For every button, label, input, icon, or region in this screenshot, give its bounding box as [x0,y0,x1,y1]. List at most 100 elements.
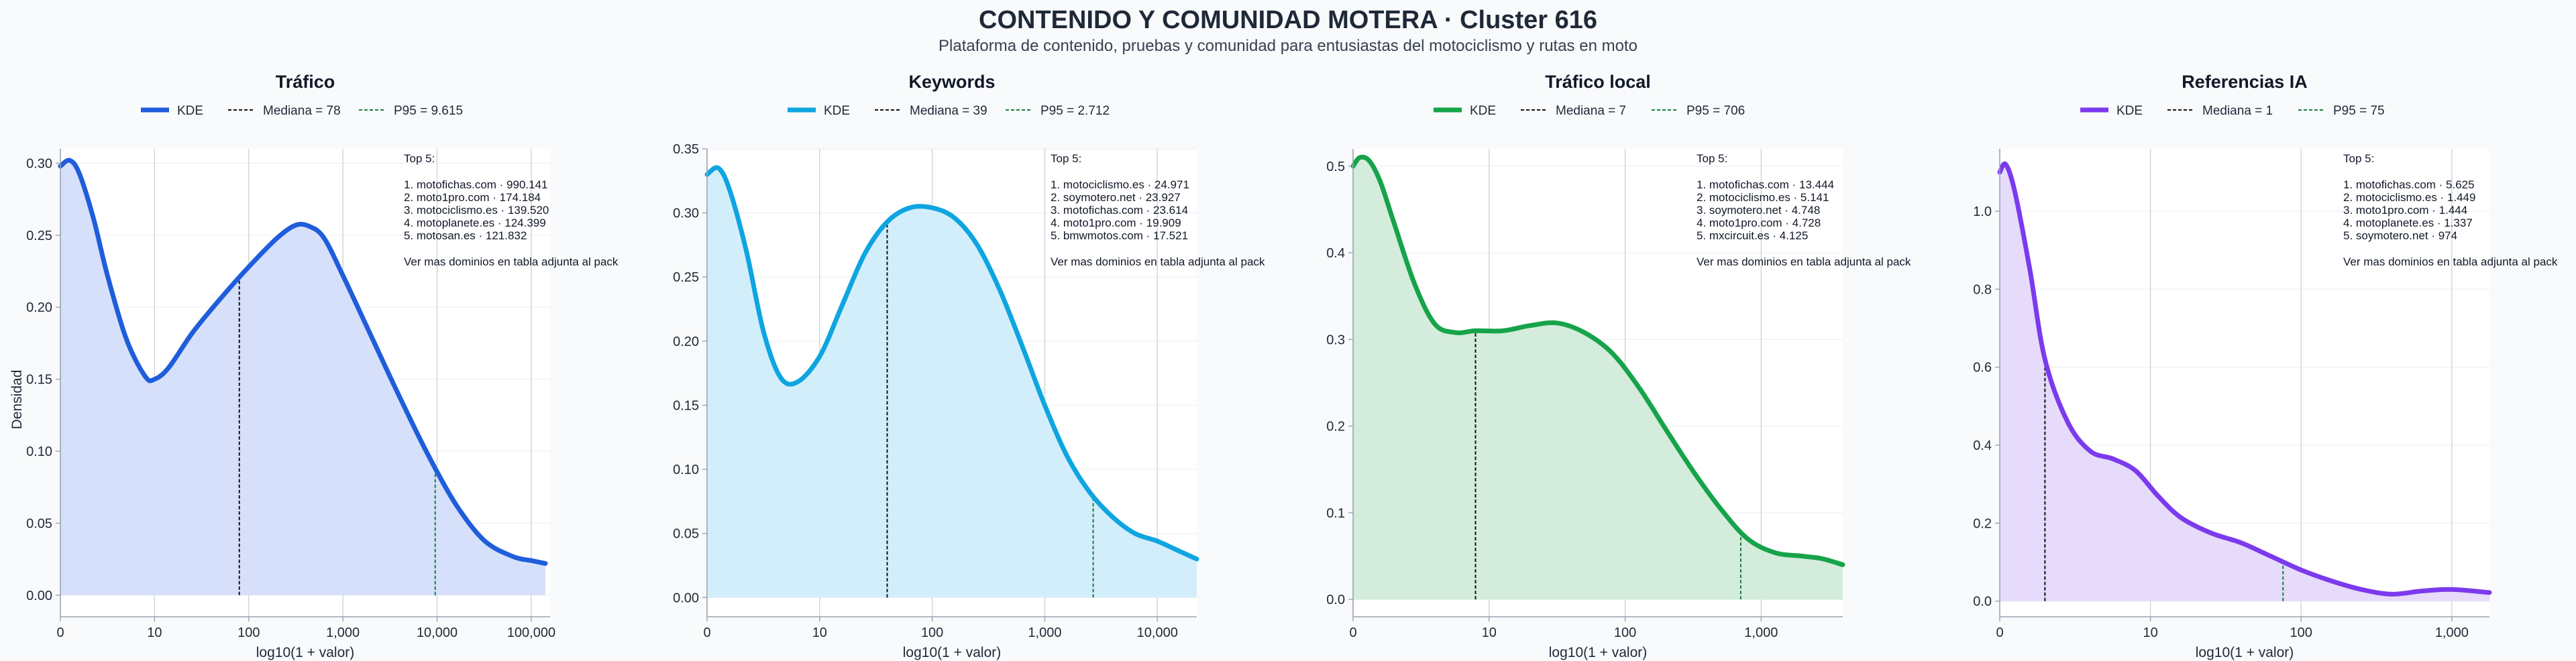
kde-area [2000,164,2489,601]
kde-area [707,167,1197,598]
legend: KDE Mediana = 39 P95 = 2.712 [788,104,1110,118]
figure-subtitle: Plataforma de contenido, pruebas y comun… [938,37,1638,55]
panel-title: Tráfico local [1545,72,1651,92]
x-tick-label: 10 [1482,625,1497,640]
x-tick-label: 0 [56,625,64,640]
top5-item: 3. motociclismo.es · 139.520 [404,204,549,217]
kde-line [1350,154,1845,567]
y-tick-label: 0.8 [1973,282,1992,297]
kde-line [704,165,1199,562]
top5-item: 2. moto1pro.com · 174.184 [404,191,541,204]
kde-line [1997,161,2492,597]
figure-title: CONTENIDO Y COMUNIDAD MOTERA · Cluster 6… [979,6,1597,34]
top5-item: 5. bmwmotos.com · 17.521 [1051,229,1188,242]
legend-median-label: Mediana = 39 [910,104,987,118]
y-tick-label: 0.5 [1326,160,1345,174]
panel-title: Referencias IA [2182,72,2308,92]
top5-item: 1. motociclismo.es · 24.971 [1051,178,1189,191]
y-tick-label: 0.10 [26,444,52,459]
legend-median-label: Mediana = 1 [2202,104,2273,118]
top5-item: 1. motofichas.com · 13.444 [1697,178,1834,191]
y-tick-label: 0.0 [1973,595,1992,609]
x-axis-label: log10(1 + valor) [903,645,1002,660]
y-tick-label: 0.30 [673,206,699,221]
legend-p95-label: P95 = 75 [2333,104,2385,118]
panel-title: Keywords [908,72,995,92]
x-tick-label: 100,000 [507,625,555,640]
top5-item: 4. motoplanete.es · 124.399 [404,217,546,229]
chart-panel-3: 0.0 0.1 0.2 0.3 0.4 0.5 0 10 100 1,000 log10(1 + v… [1326,72,1911,660]
x-tick-label: 10 [2143,625,2157,640]
x-tick-label: 0 [1349,625,1356,640]
x-tick-label: 10,000 [417,625,458,640]
y-tick-label: 0.2 [1973,516,1992,531]
y-tick-label: 0.25 [26,229,52,243]
top5-item: 4. moto1pro.com · 4.728 [1697,217,1821,229]
panel-title: Tráfico [276,72,335,92]
x-tick-label: 100 [1614,625,1636,640]
y-axis-label: Densidad [9,370,25,430]
top5-item: 3. soymotero.net · 4.748 [1697,204,1820,217]
chart-panels: 0.000.050.100.150.200.250.300 10 100 1,000 1… [26,72,2558,660]
top5-item: 2. motociclismo.es · 5.141 [1697,191,1829,204]
top5-heading: Top 5: [1697,152,1727,165]
kde-line [58,158,548,566]
top5-item: 5. motosan.es · 121.832 [404,229,527,242]
legend-kde-label: KDE [824,104,850,118]
x-axis-label: log10(1 + valor) [2196,645,2294,660]
top5-item: 4. motoplanete.es · 1.337 [2343,217,2473,229]
top5-heading: Top 5: [2343,152,2374,165]
y-tick-label: 0.05 [673,527,699,542]
top5-item: 3. motofichas.com · 23.614 [1051,204,1188,217]
top5-item: 1. motofichas.com · 5.625 [2343,178,2475,191]
legend-kde-label: KDE [177,104,203,118]
top5-item: 2. soymotero.net · 23.927 [1051,191,1181,204]
y-tick-label: 0.1 [1326,506,1345,521]
top5-note: Ver mas dominios en tabla adjunta al pac… [404,255,619,268]
y-tick-label: 0.00 [673,591,699,605]
kde-area [60,160,545,595]
chart-panel-2: 0.00 0.05 0.10 0.15 0.20 0.25 0.30 0.35 0 10 100 1,… [673,72,1265,660]
y-tick-label: 0.0 [1326,593,1345,607]
y-tick-label: 0.3 [1326,333,1345,347]
y-tick-label: 0.2 [1326,420,1345,434]
y-tick-label: 0.35 [673,142,699,157]
x-tick-label: 100 [2290,625,2312,640]
y-tick-label: 0.4 [1326,246,1345,261]
x-tick-label: 1,000 [1028,625,1061,640]
top5-note: Ver mas dominios en tabla adjunta al pac… [1051,255,1265,268]
x-tick-label: 10 [812,625,827,640]
y-tick-label: 0.15 [26,373,52,387]
y-tick-label: 0.4 [1973,438,1992,453]
x-tick-label: 100 [237,625,260,640]
chart-panel-4: 0.0 0.2 0.4 0.6 0.8 1.0 0 10 100 1,000 log10(1 + v… [1973,72,2558,660]
legend-p95-label: P95 = 9.615 [394,104,463,118]
y-tick-label: 0.00 [26,589,52,603]
x-tick-label: 0 [703,625,710,640]
x-axis-label: log10(1 + valor) [256,645,355,660]
legend-kde-label: KDE [1470,104,1496,118]
x-tick-label: 10,000 [1137,625,1178,640]
legend-kde-label: KDE [2116,104,2143,118]
y-tick-label: 0.20 [26,300,52,315]
x-tick-label: 100 [921,625,943,640]
y-tick-label: 0.25 [673,270,699,285]
top5-item: 4. moto1pro.com · 19.909 [1051,217,1181,229]
top5-item: 3. moto1pro.com · 1.444 [2343,204,2467,217]
legend-p95-label: P95 = 706 [1686,104,1745,118]
legend-median-label: Mediana = 7 [1556,104,1626,118]
legend: KDE Mediana = 78 P95 = 9.615 [141,104,463,118]
x-axis-label: log10(1 + valor) [1549,645,1648,660]
top5-heading: Top 5: [1051,152,1081,165]
top5-note: Ver mas dominios en tabla adjunta al pac… [2343,255,2558,268]
top5-item: 5. soymotero.net · 974 [2343,229,2457,242]
x-tick-label: 1,000 [326,625,360,640]
legend-p95-label: P95 = 2.712 [1040,104,1110,118]
y-tick-label: 0.05 [26,516,52,531]
x-tick-label: 0 [1996,625,2003,640]
x-tick-label: 1,000 [1744,625,1778,640]
top5-item: 5. mxcircuit.es · 4.125 [1697,229,1808,242]
top5-heading: Top 5: [404,152,435,165]
